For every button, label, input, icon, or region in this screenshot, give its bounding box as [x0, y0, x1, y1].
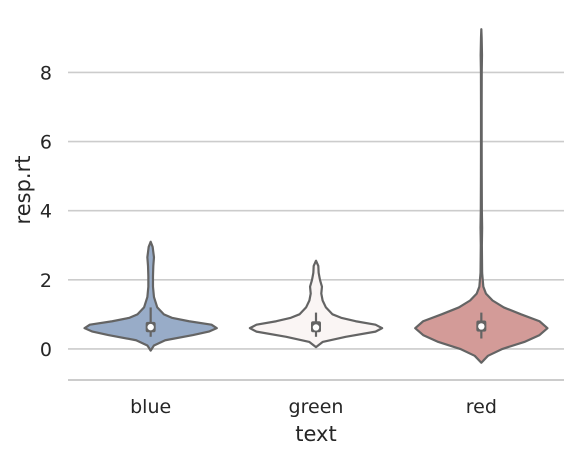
violin-body-green — [248, 259, 384, 349]
median-marker-green — [312, 324, 320, 331]
median-marker-red — [478, 323, 485, 330]
violin-body-red — [414, 28, 549, 364]
y-tick-label-8: 8 — [40, 62, 52, 84]
x-tick-labels: blue green red — [130, 396, 497, 418]
violin-green — [248, 259, 384, 349]
y-tick-labels: 0 2 4 6 8 — [40, 62, 52, 361]
y-axis-label: resp.rt — [11, 156, 35, 225]
y-tick-label-4: 4 — [40, 201, 52, 223]
x-tick-label-red: red — [466, 396, 497, 418]
violin-body-blue — [83, 240, 218, 352]
median-marker-blue — [147, 323, 154, 331]
violin-red — [414, 28, 549, 364]
x-axis-label: text — [295, 422, 336, 446]
y-tick-label-6: 6 — [40, 132, 52, 154]
x-tick-label-blue: blue — [130, 396, 171, 418]
violin-blue — [83, 240, 218, 352]
y-tick-label-0: 0 — [40, 339, 52, 361]
violins — [83, 28, 549, 364]
y-tick-label-2: 2 — [40, 270, 52, 292]
x-tick-label-green: green — [289, 396, 344, 418]
